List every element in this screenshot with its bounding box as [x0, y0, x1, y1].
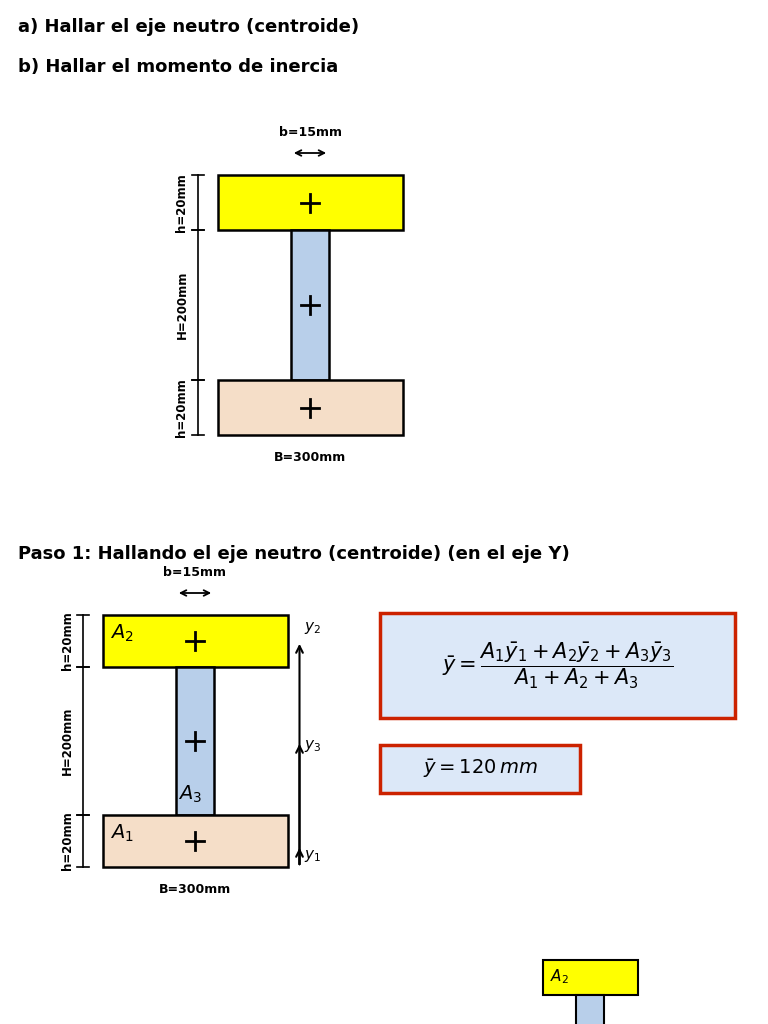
Text: H=200mm: H=200mm	[176, 270, 188, 339]
Bar	[217, 175, 402, 230]
Text: h=20mm: h=20mm	[176, 378, 188, 437]
Text: b=15mm: b=15mm	[279, 126, 342, 139]
Text: b=15mm: b=15mm	[164, 566, 227, 579]
Text: H=200mm: H=200mm	[61, 707, 74, 775]
Bar	[176, 667, 214, 815]
Bar	[576, 995, 604, 1024]
Bar	[380, 745, 580, 793]
Text: B=300mm: B=300mm	[159, 883, 231, 896]
Text: h=20mm: h=20mm	[176, 173, 188, 231]
Text: a) Hallar el eje neutro (centroide): a) Hallar el eje neutro (centroide)	[18, 18, 359, 36]
Text: B=300mm: B=300mm	[274, 451, 346, 464]
Text: b) Hallar el momento de inercia: b) Hallar el momento de inercia	[18, 58, 338, 76]
Text: $A_3$: $A_3$	[178, 783, 202, 805]
Text: $y_3$: $y_3$	[303, 738, 321, 754]
Bar	[291, 230, 329, 380]
Bar	[380, 613, 735, 718]
Text: $y_2$: $y_2$	[303, 620, 320, 636]
Text: $A_1$: $A_1$	[111, 823, 134, 845]
Bar	[102, 815, 287, 867]
Text: $y_1$: $y_1$	[303, 848, 320, 864]
Text: h=20mm: h=20mm	[61, 611, 74, 671]
Text: Paso 1: Hallando el eje neutro (centroide) (en el eje Y): Paso 1: Hallando el eje neutro (centroid…	[18, 545, 570, 563]
Bar	[102, 615, 287, 667]
Text: $A_2$: $A_2$	[549, 967, 568, 986]
Bar	[542, 961, 637, 995]
Text: $\bar{y} = \dfrac{A_1\bar{y}_1 + A_2\bar{y}_2 + A_3\bar{y}_3}{A_1 + A_2 + A_3}$: $\bar{y} = \dfrac{A_1\bar{y}_1 + A_2\bar…	[442, 640, 674, 690]
Text: h=20mm: h=20mm	[61, 812, 74, 870]
Bar	[217, 380, 402, 435]
Text: $A_2$: $A_2$	[111, 623, 134, 644]
Text: $\bar{y} = 120\,mm$: $\bar{y} = 120\,mm$	[422, 758, 538, 780]
